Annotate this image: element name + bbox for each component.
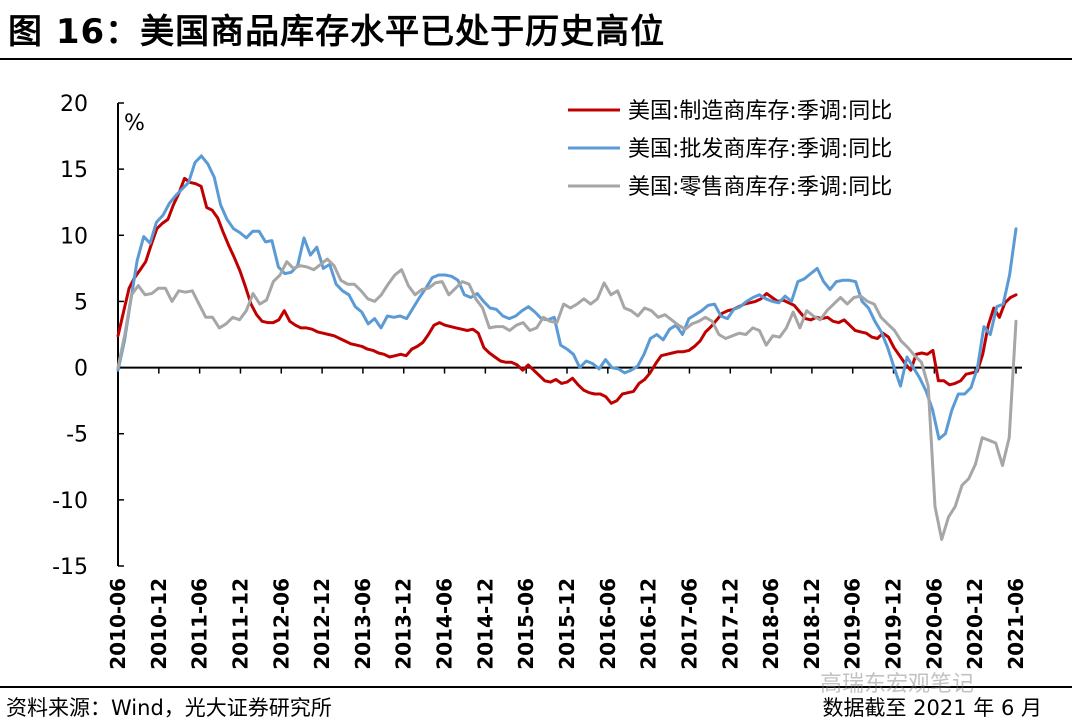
y-tick-label: 20 (60, 92, 88, 117)
x-tick-label: 2010-06 (106, 578, 130, 670)
legend: 美国:制造商库存:季调:同比美国:批发商库存:季调:同比美国:零售商库存:季调:… (568, 99, 892, 200)
x-tick-label: 2011-06 (188, 578, 212, 670)
y-tick-label: 0 (74, 357, 88, 382)
legend-label-1: 美国:制造商库存:季调:同比 (628, 99, 892, 124)
x-tick-label: 2015-12 (555, 578, 579, 670)
x-tick-label: 2011-12 (228, 578, 252, 670)
y-tick-label: -15 (52, 555, 88, 580)
x-tick-label: 2016-12 (637, 578, 661, 670)
axes: 20 15 10 5 0 -5 -10 -15% 2010-06 2010-12 2011-06 20… (52, 92, 1028, 670)
x-tick-label: 2018-06 (759, 578, 783, 670)
x-tick-label: 2012-06 (269, 578, 293, 670)
y-tick-label: 15 (60, 158, 88, 183)
y-tick-label: 10 (60, 224, 88, 249)
series-line-2 (116, 154, 1018, 441)
y-tick-label: -10 (52, 489, 88, 514)
x-tick-label: 2017-06 (677, 578, 701, 670)
x-tick-label: 2020-06 (922, 578, 946, 670)
series-line-3 (116, 257, 1018, 541)
legend-label-2: 美国:批发商库存:季调:同比 (628, 137, 892, 162)
x-tick-label: 2013-12 (392, 578, 416, 670)
x-tick-label: 2013-06 (351, 578, 375, 670)
x-tick-label: 2015-06 (514, 578, 538, 670)
y-tick-label: 5 (74, 290, 88, 315)
legend-label-3: 美国:零售商库存:季调:同比 (628, 175, 892, 200)
x-tick-label: 2019-12 (882, 578, 906, 670)
x-tick-label: 2018-12 (800, 578, 824, 670)
x-tick-label: 2014-12 (473, 578, 497, 670)
x-tick-label: 2021-06 (1004, 578, 1028, 670)
line-chart: 20 15 10 5 0 -5 -10 -15% 2010-06 2010-12 2011-06 20… (52, 92, 1028, 670)
x-tick-label: 2020-12 (963, 578, 987, 670)
y-tick-label: -5 (66, 423, 88, 448)
x-tick-label: 2019-06 (841, 578, 865, 670)
x-tick-label: 2014-06 (433, 578, 457, 670)
x-tick-label: 2012-12 (310, 578, 334, 670)
source-note: 资料来源：Wind，光大证券研究所 (6, 696, 332, 720)
watermark: 高瑞东宏观笔记 (820, 672, 975, 697)
figure-title: 图 16：美国商品库存水平已处于历史高位 (8, 12, 666, 52)
footer-rule (0, 686, 1072, 688)
series-line-1 (116, 176, 1018, 405)
data-cutoff-note: 数据截至 2021 年 6 月 (822, 696, 1042, 720)
x-tick-label: 2017-12 (718, 578, 742, 670)
x-tick-label: 2010-12 (147, 578, 171, 670)
title-rule (0, 58, 1072, 60)
y-axis-unit: % (124, 111, 145, 136)
series-lines (116, 154, 1018, 541)
x-tick-label: 2016-06 (596, 578, 620, 670)
